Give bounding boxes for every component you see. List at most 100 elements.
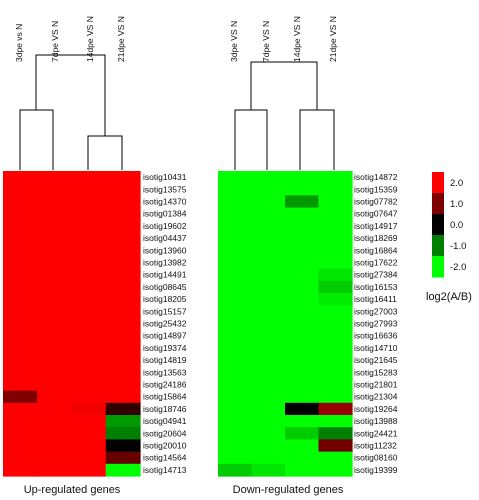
row-label: isotig13988 [354,416,398,426]
row-label: isotig07647 [354,209,398,219]
heatmap-cell [218,427,253,440]
heatmap-cell [105,415,141,428]
heatmap-cell [3,451,38,465]
row-label: isotig14564 [143,453,187,463]
heatmap-cell [71,390,107,404]
heatmap-cell [318,305,353,318]
heatmap-cell [318,366,353,379]
heatmap-cell [218,317,253,331]
row-label: isotig20604 [143,428,187,438]
heatmap-cell [71,195,107,209]
legend-swatch [432,235,444,257]
heatmap-cell [251,293,286,306]
row-label: isotig15864 [143,392,187,402]
heatmap-cell [318,427,353,440]
heatmap-cell [318,378,353,392]
heatmap-cell [37,354,73,367]
heatmap-cell [37,195,73,209]
row-label: isotig04437 [143,233,187,243]
heatmap-cell [37,427,73,440]
heatmap-cell [37,439,73,453]
heatmap-cell [37,244,73,257]
row-label: isotig13575 [143,184,187,194]
heatmap-cell [37,329,73,343]
heatmap-cell [285,463,320,477]
heatmap-cell [218,219,253,233]
heatmap-cell [105,427,141,440]
heatmap-cell [318,463,353,477]
row-label: isotig14897 [143,331,187,341]
row-label: isotig08160 [354,453,398,463]
heatmap-cell [105,171,141,184]
row-label: isotig27384 [354,270,398,280]
heatmap-cell [71,232,107,245]
heatmap-cell [285,402,320,416]
row-labels: isotig10431 isotig13575 isotig14370 isotig0… [143,172,187,475]
row-label: isotig19264 [354,404,398,414]
heatmap-cell [285,171,320,184]
legend-tick-label: 0.0 [450,220,463,231]
dendrogram-branch [35,54,106,136]
heatmap-cell [285,439,320,453]
row-label: isotig07782 [354,197,398,207]
row-label: isotig16636 [354,331,398,341]
heatmap-cell [318,317,353,331]
heatmap-cell [318,402,353,416]
heatmap-cell [3,305,38,318]
heatmap-cell [37,390,73,404]
heatmap-cell [71,183,107,196]
heatmap-cell [37,207,73,221]
row-label: isotig08645 [143,282,187,292]
row-label: isotig18205 [143,294,187,304]
heatmap-cell [218,232,253,245]
heatmap-cell [3,280,38,294]
heatmap-cell [285,219,320,233]
column-header: 21dpe VS N [328,16,338,62]
dendrogram-branch [19,109,54,170]
heatmap-cell [318,268,353,282]
heatmap-cell [285,415,320,428]
heatmap-cell [285,329,320,343]
legend-swatches [432,172,444,278]
heatmap-cell [105,378,141,392]
row-label: isotig04941 [143,416,187,426]
heatmap-cell [218,439,253,453]
heatmap-cell [251,402,286,416]
heatmap-cell [251,463,286,477]
heatmap-cell [3,256,38,270]
heatmap-cell [105,219,141,233]
down-regulated-panel: 3dpe VS N 7dpe VS N 14dpe VS N 21dpe VS … [218,16,398,496]
heatmap-cell [318,451,353,465]
heatmap-cell [37,268,73,282]
heatmap-cell [251,317,286,331]
legend-tick-label: -2.0 [450,262,466,273]
heatmap-cell [71,171,107,184]
heatmap-cell [251,207,286,221]
heatmap-cell [37,341,73,355]
legend-swatch [432,256,444,278]
heatmap-cell [251,268,286,282]
column-header: 14dpe VS N [292,16,302,62]
heatmap-cell [318,341,353,355]
heatmap-cell [318,293,353,306]
heatmap-cell [251,329,286,343]
heatmap-cell [251,256,286,270]
heatmap-cell [3,171,38,184]
heatmap-cell [218,402,253,416]
heatmap-cell [71,354,107,367]
heatmap-cell [37,183,73,196]
column-headers: 3dpe VS N 7dpe VS N 14dpe VS N 21dpe VS … [229,16,338,62]
legend-swatch [432,214,444,236]
column-header: 3dpe vs N [14,24,24,62]
heatmap-cell [218,268,253,282]
heatmap-cell [318,439,353,453]
heatmap-cell [251,439,286,453]
row-label: isotig18746 [143,404,187,414]
heatmap-cell [37,280,73,294]
heatmap-cell [105,329,141,343]
heatmap-cells [3,171,141,477]
heatmap-cell [218,256,253,270]
row-label: isotig19602 [143,221,187,231]
heatmap-cell [71,427,107,440]
heatmap-cell [318,244,353,257]
